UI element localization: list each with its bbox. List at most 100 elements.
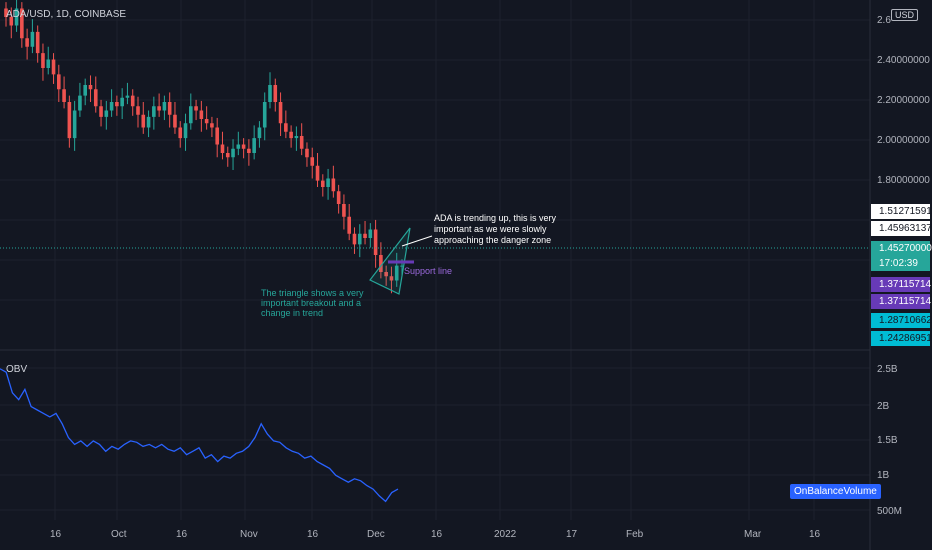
candle-body-4 bbox=[25, 38, 29, 47]
price-label-6: 1.28710662 bbox=[871, 313, 932, 328]
candle-body-5 bbox=[30, 31, 35, 47]
price-tick-1: 2.40000000 bbox=[877, 55, 930, 66]
candle-body-8 bbox=[46, 59, 51, 68]
obv-tick-4: 500M bbox=[877, 506, 903, 517]
candle-body-44 bbox=[236, 144, 241, 149]
price-label-2: 1.45270000 bbox=[871, 241, 932, 256]
candle-body-17 bbox=[93, 89, 98, 107]
x-tick-11: 16 bbox=[809, 529, 821, 540]
candle-body-20 bbox=[109, 102, 114, 111]
drawings bbox=[369, 227, 433, 295]
candle-body-65 bbox=[347, 216, 351, 234]
x-tick-4: 16 bbox=[307, 529, 319, 540]
x-tick-2: 16 bbox=[176, 529, 188, 540]
note-connector bbox=[401, 235, 433, 247]
price-label-0: 1.51271591 bbox=[871, 204, 932, 219]
candle-body-2 bbox=[14, 8, 19, 26]
candle-body-19 bbox=[104, 110, 109, 117]
x-tick-10: Mar bbox=[744, 529, 762, 540]
candle-body-12 bbox=[67, 102, 72, 139]
candle-body-55 bbox=[294, 136, 299, 139]
candle-body-64 bbox=[342, 204, 346, 217]
candle-body-30 bbox=[162, 102, 167, 111]
symbol-title[interactable]: ADA/USD, 1D, COINBASE bbox=[6, 9, 127, 20]
candle-body-18 bbox=[99, 106, 103, 117]
candle-body-21 bbox=[115, 102, 119, 107]
candle-body-23 bbox=[125, 95, 130, 98]
candle-body-72 bbox=[384, 272, 388, 277]
obv-series-line bbox=[0, 368, 399, 503]
candle-body-74 bbox=[394, 265, 399, 281]
candle-body-43 bbox=[231, 148, 235, 158]
candle-body-25 bbox=[136, 106, 140, 115]
candle-body-34 bbox=[183, 123, 188, 139]
candle-body-71 bbox=[379, 255, 383, 272]
x-tick-6: 16 bbox=[431, 529, 443, 540]
support-label[interactable]: Support line bbox=[404, 266, 453, 276]
x-tick-0: 16 bbox=[50, 529, 62, 540]
candle-body-68 bbox=[363, 233, 367, 238]
candles bbox=[4, 0, 404, 294]
x-tick-9: Feb bbox=[626, 529, 644, 540]
candle-body-50 bbox=[268, 85, 272, 102]
candle-body-45 bbox=[241, 144, 246, 149]
candle-body-15 bbox=[83, 85, 87, 96]
candle-body-1 bbox=[9, 17, 14, 26]
candle-body-47 bbox=[252, 138, 256, 153]
trend-note[interactable]: ADA is trending up, this is very importa… bbox=[434, 213, 557, 245]
x-tick-8: 17 bbox=[566, 529, 578, 540]
candle-body-69 bbox=[368, 229, 373, 238]
price-tick-3: 2.00000000 bbox=[877, 135, 930, 146]
candle-body-37 bbox=[199, 110, 204, 119]
candle-body-58 bbox=[310, 157, 315, 166]
candle-body-24 bbox=[130, 95, 135, 107]
grid-lines bbox=[0, 0, 870, 520]
candle-body-63 bbox=[336, 191, 341, 204]
x-tick-7: 2022 bbox=[494, 529, 517, 540]
candle-body-33 bbox=[178, 127, 183, 139]
candle-body-61 bbox=[326, 178, 330, 187]
candle-body-75 bbox=[400, 265, 404, 267]
candle-body-16 bbox=[88, 85, 93, 90]
obv-tick-2: 1.5B bbox=[877, 435, 898, 446]
candle-body-46 bbox=[247, 148, 251, 153]
candle-body-7 bbox=[41, 53, 45, 68]
candle-body-11 bbox=[62, 89, 66, 102]
price-tick-0: 2.6 bbox=[877, 15, 891, 26]
obv-tag: OnBalanceVolume bbox=[790, 484, 881, 499]
candle-body-28 bbox=[152, 106, 156, 117]
candle-body-38 bbox=[204, 119, 209, 124]
candle-body-9 bbox=[51, 59, 56, 75]
triangle-note[interactable]: The triangle shows a very important brea… bbox=[261, 288, 364, 318]
candle-body-57 bbox=[305, 148, 309, 158]
x-tick-5: Dec bbox=[367, 529, 385, 540]
candle-body-73 bbox=[389, 276, 394, 281]
candle-body-29 bbox=[157, 106, 161, 111]
candle-body-56 bbox=[299, 136, 304, 149]
candle-body-66 bbox=[352, 233, 357, 245]
price-label-3: 17:02:39 bbox=[871, 256, 930, 271]
x-tick-1: Oct bbox=[111, 529, 127, 540]
currency-badge[interactable]: USD bbox=[891, 9, 919, 21]
candle-body-3 bbox=[20, 8, 24, 39]
candle-body-10 bbox=[57, 74, 61, 90]
price-tick-2: 2.20000000 bbox=[877, 95, 930, 106]
candle-body-39 bbox=[210, 123, 214, 128]
candle-body-26 bbox=[141, 114, 146, 128]
candle-body-67 bbox=[357, 233, 362, 245]
price-label-5: 1.37115714 bbox=[871, 294, 931, 309]
candle-body-52 bbox=[278, 102, 283, 124]
candle-body-49 bbox=[262, 102, 267, 128]
candle-body-31 bbox=[167, 102, 172, 115]
candle-body-59 bbox=[315, 165, 320, 181]
candle-body-35 bbox=[189, 106, 193, 124]
obv-title[interactable]: OBV bbox=[6, 364, 28, 375]
candle-body-36 bbox=[194, 106, 198, 111]
obv-tick-1: 2B bbox=[877, 401, 890, 412]
candle-body-60 bbox=[321, 180, 325, 187]
obv-tick-0: 2.5B bbox=[877, 364, 898, 375]
price-label-7: 1.24286951 bbox=[871, 331, 932, 346]
candle-body-40 bbox=[215, 127, 219, 145]
